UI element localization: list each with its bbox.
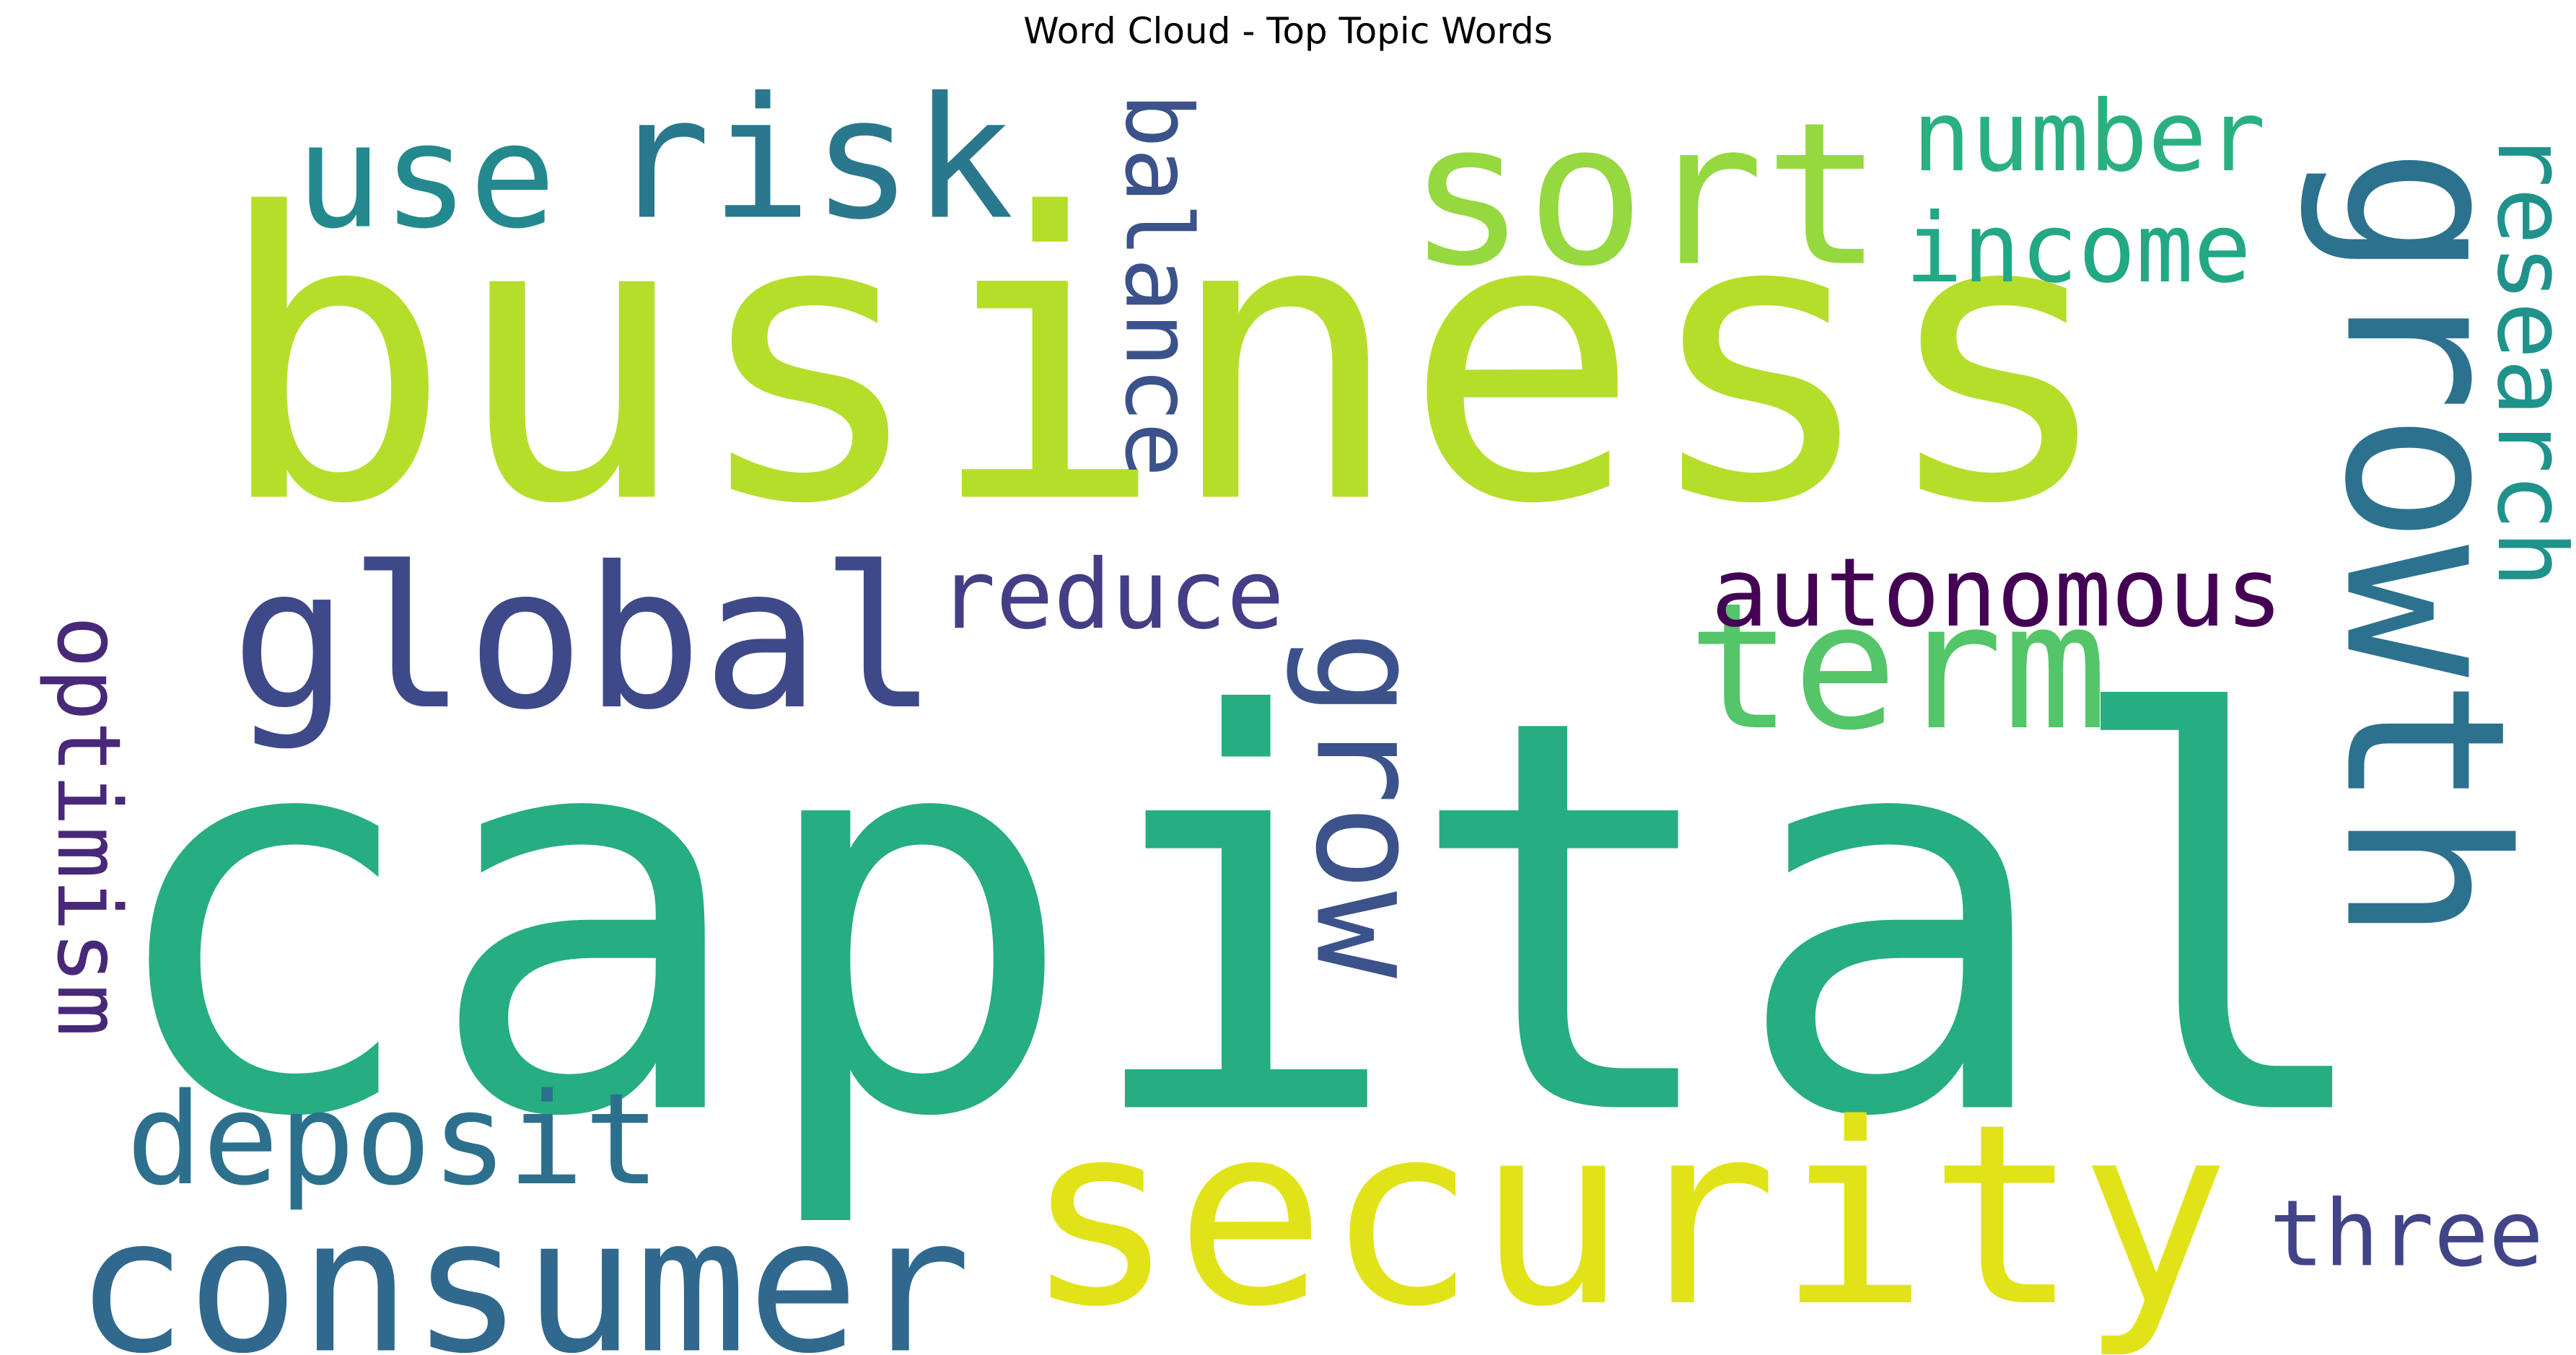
word-risk: risk — [610, 61, 1014, 257]
word-consumer: consumer — [75, 1178, 971, 1355]
word-global: global — [231, 525, 938, 753]
word-capital: capital — [97, 605, 2385, 1236]
chart-title: Word Cloud - Top Topic Words — [1023, 10, 1553, 52]
word-income: income — [1905, 193, 2251, 304]
word-reduce: reduce — [938, 540, 1284, 651]
word-security: security — [1025, 1070, 2230, 1355]
word-research: research — [2476, 131, 2576, 588]
word-sort: sort — [1407, 80, 1883, 310]
word-use: use — [295, 93, 556, 261]
word-optimism: optimism — [38, 615, 139, 1036]
word-autonomous: autonomous — [1711, 538, 2282, 649]
word-growth: growth — [2297, 147, 2553, 943]
word-balance: balance — [1105, 93, 1212, 477]
word-grow: grow — [1284, 631, 1452, 978]
word-number: number — [1912, 80, 2266, 194]
word-term: term — [1687, 566, 2108, 769]
word-three: three — [2269, 1181, 2544, 1287]
word-business: business — [214, 131, 2117, 591]
word-deposit: deposit — [126, 1066, 660, 1214]
